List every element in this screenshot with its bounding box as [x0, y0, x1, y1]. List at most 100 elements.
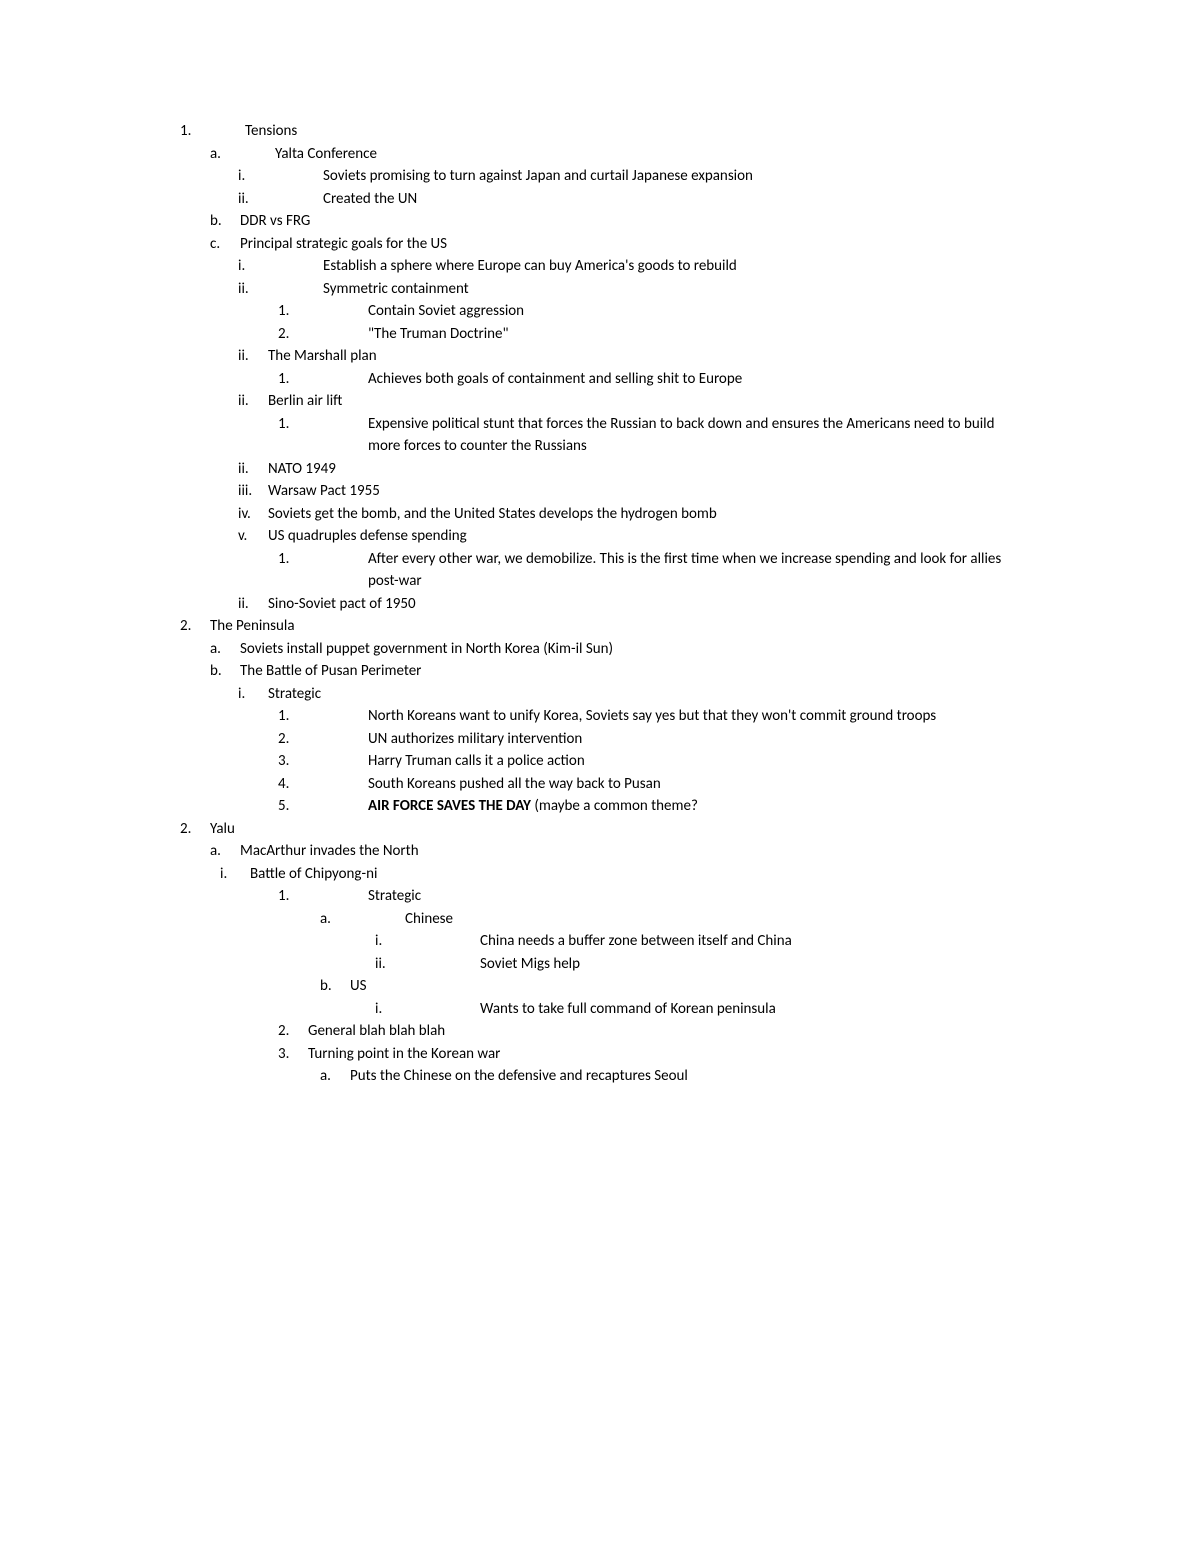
list-text: Harry Truman calls it a police action [368, 750, 1030, 773]
list-marker: 1. [278, 548, 308, 593]
outline-item: ii. Symmetric containment [238, 278, 1030, 301]
list-marker: b. [320, 975, 350, 998]
list-text: The Marshall plan [268, 345, 1030, 368]
list-marker: 5. [278, 795, 308, 818]
list-text: Wants to take full command of Korean pen… [480, 998, 1030, 1021]
list-text: AIR FORCE SAVES THE DAY (maybe a common … [368, 795, 1030, 818]
list-marker: i. [238, 683, 268, 706]
list-marker: ii. [238, 345, 268, 368]
list-text: Battle of Chipyong-ni [250, 863, 1030, 886]
list-marker: 1. [278, 885, 308, 908]
list-marker: ii. [238, 390, 268, 413]
outline-item: i. Wants to take full command of Korean p… [375, 998, 1030, 1021]
list-text: North Koreans want to unify Korea, Sovie… [368, 705, 1030, 728]
list-marker: i. [375, 930, 405, 953]
list-text: US quadruples defense spending [268, 525, 1030, 548]
outline-item: ii. Created the UN [238, 188, 1030, 211]
outline-item: 1. Strategic [278, 885, 1030, 908]
list-text: Yalta Conference [275, 143, 1030, 166]
list-text: Created the UN [323, 188, 1030, 211]
list-text: "The Truman Doctrine" [368, 323, 1030, 346]
outline-item: 3.Turning point in the Korean war [278, 1043, 1030, 1066]
list-marker: 2. [278, 728, 308, 751]
outline-item: c.Principal strategic goals for the US [210, 233, 1030, 256]
list-text: Berlin air lift [268, 390, 1030, 413]
outline-item: i.Strategic [238, 683, 1030, 706]
list-text: Achieves both goals of containment and s… [368, 368, 1030, 391]
list-marker: 3. [278, 1043, 308, 1066]
list-text: Symmetric containment [323, 278, 1030, 301]
outline-item: 2.Yalu [180, 818, 1030, 841]
list-marker: 4. [278, 773, 308, 796]
list-text: Soviets get the bomb, and the United Sta… [268, 503, 1030, 526]
outline-item: 2.The Peninsula [180, 615, 1030, 638]
list-marker: ii. [238, 278, 273, 301]
outline-item: ii.Berlin air lift [238, 390, 1030, 413]
list-marker: 1. [180, 120, 210, 143]
outline-item: 5. AIR FORCE SAVES THE DAY (maybe a commo… [278, 795, 1030, 818]
list-marker: b. [210, 210, 240, 233]
outline-item: iv.Soviets get the bomb, and the United … [238, 503, 1030, 526]
list-text: Turning point in the Korean war [308, 1043, 1030, 1066]
list-text: Strategic [268, 683, 1030, 706]
list-marker: a. [320, 1065, 350, 1088]
list-text: Yalu [210, 818, 1030, 841]
list-text: Strategic [368, 885, 1030, 908]
list-marker: 1. [278, 413, 308, 458]
list-marker: 3. [278, 750, 308, 773]
list-text: Chinese [405, 908, 1030, 931]
outline-item: i. China needs a buffer zone between itse… [375, 930, 1030, 953]
outline-item: a.Yalta Conference [210, 143, 1030, 166]
outline-item: 2.General blah blah blah [278, 1020, 1030, 1043]
outline-item: a.Puts the Chinese on the defensive and … [320, 1065, 1030, 1088]
list-text: Warsaw Pact 1955 [268, 480, 1030, 503]
outline-item: 1. After every other war, we demobilize. … [278, 548, 1030, 593]
list-marker: i. [238, 165, 273, 188]
outline-item: 2. "The Truman Doctrine" [278, 323, 1030, 346]
list-marker: a. [320, 908, 350, 931]
outline-item: b.DDR vs FRG [210, 210, 1030, 233]
list-text: DDR vs FRG [240, 210, 1030, 233]
outline-item: a. Chinese [320, 908, 1030, 931]
list-text: China needs a buffer zone between itself… [480, 930, 1030, 953]
list-text: Establish a sphere where Europe can buy … [323, 255, 1030, 278]
list-text: Soviets promising to turn against Japan … [323, 165, 1030, 188]
outline-root: 1.Tensionsa.Yalta Conferencei.Soviets pr… [180, 120, 1030, 1088]
outline-item: ii.The Marshall plan [238, 345, 1030, 368]
outline-item: i. Soviets promising to turn against Japa… [238, 165, 1030, 188]
outline-item: a.MacArthur invades the North [210, 840, 1030, 863]
list-marker: ii. [238, 188, 273, 211]
list-marker: iv. [238, 503, 268, 526]
list-text: Contain Soviet aggression [368, 300, 1030, 323]
list-text: After every other war, we demobilize. Th… [368, 548, 1030, 593]
list-marker: 2. [278, 323, 308, 346]
list-marker: 1. [278, 368, 308, 391]
list-text: Tensions [245, 120, 1030, 143]
outline-item: 1.Contain Soviet aggression [278, 300, 1030, 323]
outline-item: 1. Expensive political stunt that forces … [278, 413, 1030, 458]
outline-item: v.US quadruples defense spending [238, 525, 1030, 548]
list-text: NATO 1949 [268, 458, 1030, 481]
list-marker: 1. [278, 705, 308, 728]
list-text: South Koreans pushed all the way back to… [368, 773, 1030, 796]
outline-item: 3. Harry Truman calls it a police action [278, 750, 1030, 773]
list-text: Expensive political stunt that forces th… [368, 413, 1030, 458]
outline-item: i. Establish a sphere where Europe can bu… [238, 255, 1030, 278]
list-marker: ii. [238, 593, 268, 616]
list-text: Soviets install puppet government in Nor… [240, 638, 1030, 661]
list-text: Puts the Chinese on the defensive and re… [350, 1065, 1030, 1088]
list-marker: i. [238, 255, 273, 278]
outline-item: b.The Battle of Pusan Perimeter [210, 660, 1030, 683]
list-marker: ii. [375, 953, 405, 976]
outline-item: a.Soviets install puppet government in N… [210, 638, 1030, 661]
outline-item: b.US [320, 975, 1030, 998]
outline-item: 1. Tensions [180, 120, 1030, 143]
outline-item: ii.Sino-Soviet pact of 1950 [238, 593, 1030, 616]
list-text: The Peninsula [210, 615, 1030, 638]
list-text: Soviet Migs help [480, 953, 1030, 976]
list-marker: iii. [238, 480, 268, 503]
outline-item: 1. North Koreans want to unify Korea, Sov… [278, 705, 1030, 728]
list-marker: i. [375, 998, 405, 1021]
list-marker: 2. [180, 615, 210, 638]
outline-item: 2.UN authorizes military intervention [278, 728, 1030, 751]
